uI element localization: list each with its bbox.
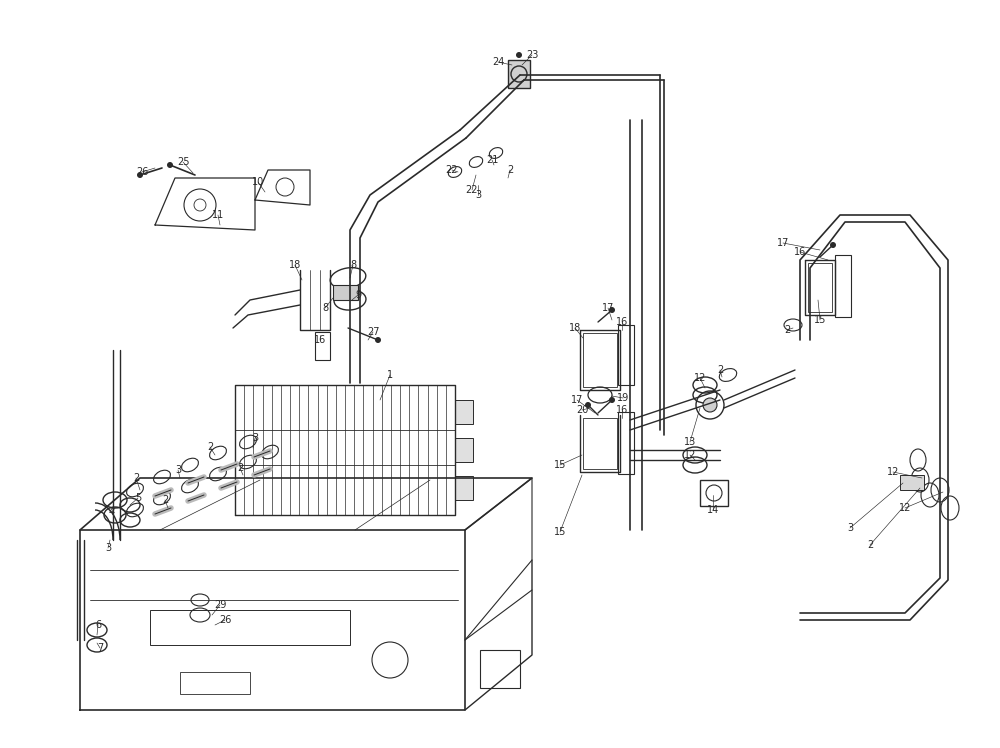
Text: 3: 3 [175,465,181,475]
Text: 8: 8 [322,303,328,313]
Circle shape [167,162,173,168]
Text: 6: 6 [95,620,101,630]
Text: 18: 18 [569,323,581,333]
Bar [583,333,617,387]
Text: 4: 4 [109,507,115,517]
Text: 16: 16 [794,247,806,257]
Text: 2: 2 [162,495,168,505]
Text: 2: 2 [717,365,723,375]
Text: 8: 8 [350,260,356,270]
Text: 12: 12 [694,373,706,383]
Bar [900,475,924,490]
Bar [835,255,851,317]
Circle shape [516,52,522,58]
Bar [808,263,832,312]
Text: 2: 2 [784,325,790,335]
Text: 2: 2 [867,540,873,550]
Text: 11: 11 [212,210,224,220]
Circle shape [137,172,143,178]
Bar [618,325,634,385]
Text: 13: 13 [684,437,696,447]
Text: 26: 26 [219,615,231,625]
Text: 10: 10 [252,177,264,187]
Circle shape [830,242,836,248]
Text: 16: 16 [616,405,628,415]
Text: 9: 9 [355,290,361,300]
Text: 5: 5 [135,493,141,503]
Bar [583,418,617,469]
Text: 26: 26 [136,167,148,177]
Text: 3: 3 [252,433,258,443]
Bar [700,480,728,506]
Text: 29: 29 [214,600,226,610]
Text: 15: 15 [554,527,566,537]
Text: 22: 22 [446,165,458,175]
Circle shape [609,397,615,403]
Text: 20: 20 [576,405,588,415]
Text: 12: 12 [887,467,899,477]
Text: 17: 17 [571,395,583,405]
Text: 3: 3 [847,523,853,533]
Bar [333,285,358,300]
Text: 2: 2 [133,473,139,483]
Text: 2: 2 [207,442,213,452]
Circle shape [585,402,591,408]
Bar [618,412,634,474]
Text: 16: 16 [314,335,326,345]
Text: 3: 3 [105,543,111,553]
Text: 1: 1 [387,370,393,380]
Text: 12: 12 [899,503,911,513]
Text: 21: 21 [486,155,498,165]
Text: 16: 16 [616,317,628,327]
Bar [455,400,473,424]
Circle shape [703,398,717,412]
Text: 3: 3 [475,190,481,200]
Circle shape [375,337,381,343]
Text: 2: 2 [237,463,243,473]
Text: 25: 25 [177,157,189,167]
Text: 15: 15 [554,460,566,470]
Text: 2: 2 [507,165,513,175]
Bar [455,476,473,500]
Text: 22: 22 [466,185,478,195]
Text: 27: 27 [367,327,379,337]
Text: 18: 18 [289,260,301,270]
Text: 14: 14 [707,505,719,515]
Text: 19: 19 [617,393,629,403]
Bar [150,610,350,645]
Text: 7: 7 [97,643,103,653]
Bar [480,650,520,688]
Text: 17: 17 [602,303,614,313]
Bar [180,672,250,694]
Text: 12: 12 [684,450,696,460]
Bar [455,438,473,462]
Text: 24: 24 [492,57,504,67]
Bar [508,60,530,88]
Text: 23: 23 [526,50,538,60]
Circle shape [609,307,615,313]
Text: 15: 15 [814,315,826,325]
Text: 17: 17 [777,238,789,248]
Bar [315,332,330,360]
